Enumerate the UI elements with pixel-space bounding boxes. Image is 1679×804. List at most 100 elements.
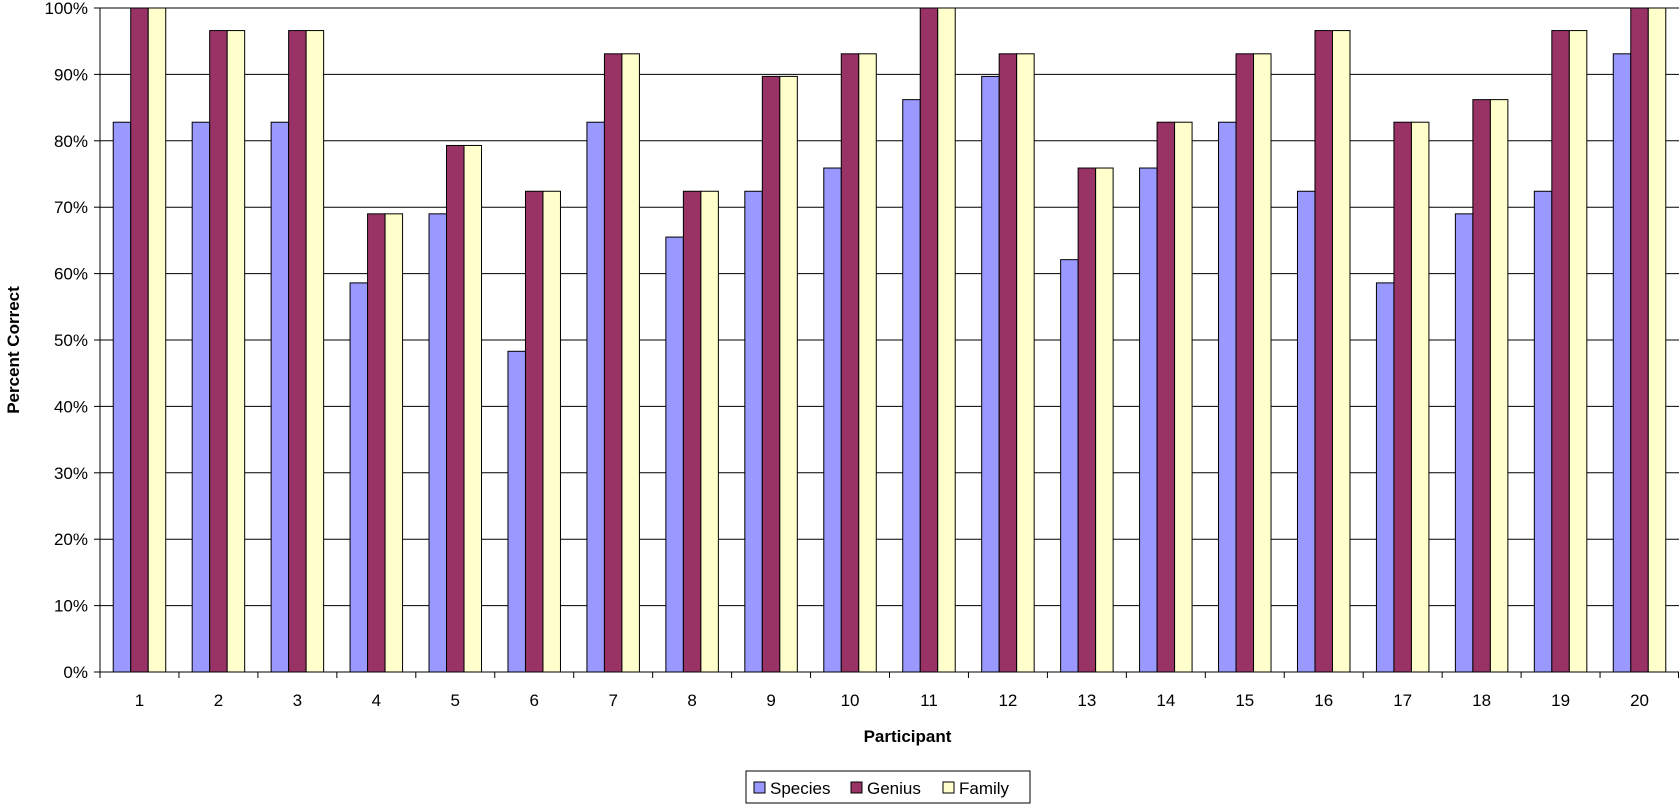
bar-family-20: [1647, 7, 1667, 673]
x-tick-label: 12: [998, 691, 1017, 710]
gridlines: [100, 7, 1679, 673]
bar-family-3: [305, 30, 325, 673]
bar-species-16: [1296, 190, 1316, 673]
bar-family-9: [779, 75, 798, 673]
bar-family-14: [1174, 121, 1193, 673]
bars: [112, 7, 1667, 673]
x-axis-title: Participant: [864, 727, 952, 746]
bar-genius-1: [130, 7, 149, 673]
bar-species-10: [823, 167, 842, 673]
bar-species-17: [1375, 282, 1395, 673]
y-tick-label: 80%: [54, 132, 88, 151]
bar-species-3: [270, 121, 290, 673]
bar-genius-7: [603, 53, 623, 673]
bar-genius-17: [1393, 121, 1412, 673]
legend-swatch-family: [942, 781, 955, 794]
bar-family-19: [1568, 30, 1588, 673]
bar-family-16: [1331, 30, 1351, 673]
bar-genius-19: [1551, 30, 1570, 673]
bar-genius-16: [1314, 30, 1333, 673]
bar-family-7: [621, 53, 640, 673]
bar-family-4: [384, 213, 404, 673]
y-tick-label: 90%: [54, 65, 88, 84]
bar-family-15: [1253, 53, 1272, 673]
bar-genius-6: [524, 190, 544, 673]
x-tick-label: 16: [1314, 691, 1333, 710]
legend-swatch-species: [753, 781, 766, 794]
y-tick-label: 0%: [63, 663, 88, 682]
x-tick-label: 17: [1393, 691, 1412, 710]
bar-species-2: [191, 121, 211, 673]
bar-species-9: [744, 190, 763, 673]
bar-species-12: [981, 75, 1000, 673]
bar-family-17: [1410, 121, 1430, 673]
x-tick-label: 7: [608, 691, 617, 710]
bar-genius-4: [367, 213, 386, 673]
bar-genius-18: [1472, 99, 1491, 673]
bar-family-13: [1095, 167, 1114, 673]
y-tick-label: 60%: [54, 265, 88, 284]
bar-genius-3: [288, 30, 307, 673]
bar-species-7: [586, 121, 605, 673]
bar-family-18: [1489, 99, 1509, 673]
x-tick-label: 13: [1077, 691, 1096, 710]
x-tick-label: 19: [1551, 691, 1570, 710]
x-tick-label: 1: [135, 691, 144, 710]
bar-genius-11: [919, 7, 939, 673]
bar-family-5: [463, 144, 483, 673]
bar-family-6: [542, 190, 561, 673]
bar-genius-15: [1235, 53, 1255, 673]
axes: 0%10%20%30%40%50%60%70%80%90%100%1 2 3 4 5 6 7…: [45, 0, 1679, 710]
x-tick-label: 8: [687, 691, 696, 710]
x-tick-label: 10: [841, 691, 860, 710]
x-tick-label: 4: [372, 691, 381, 710]
bar-genius-12: [998, 53, 1018, 673]
y-tick-label: 50%: [54, 331, 88, 350]
bar-genius-14: [1156, 121, 1176, 673]
bar-family-11: [937, 7, 956, 673]
x-tick-label: 20: [1630, 691, 1649, 710]
bar-family-1: [147, 7, 167, 673]
bar-species-4: [349, 282, 369, 673]
legend-box: [745, 770, 1031, 804]
bar-species-11: [902, 99, 921, 673]
y-tick-label: 70%: [54, 198, 88, 217]
y-axis-title: Percent Correct: [4, 286, 23, 414]
bar-species-18: [1454, 213, 1474, 673]
bar-family-2: [226, 30, 246, 673]
x-tick-label: 2: [214, 691, 223, 710]
bar-species-19: [1533, 190, 1553, 673]
bar-species-1: [112, 121, 132, 673]
legend-label-genius: Genius: [867, 779, 921, 798]
bar-family-10: [858, 53, 877, 673]
bar-genius-13: [1077, 167, 1097, 673]
x-tick-label: 15: [1235, 691, 1254, 710]
bar-species-15: [1218, 121, 1237, 673]
x-tick-label: 14: [1156, 691, 1175, 710]
x-tick-label: 18: [1472, 691, 1491, 710]
y-tick-label: 40%: [54, 397, 88, 416]
bar-genius-2: [209, 30, 228, 673]
y-tick-label: 10%: [54, 597, 88, 616]
y-tick-label: 20%: [54, 530, 88, 549]
legend: Species Genius Family: [745, 770, 1031, 804]
bar-genius-9: [761, 75, 781, 673]
legend-label-species: Species: [770, 779, 830, 798]
bar-species-6: [507, 350, 526, 673]
bar-genius-5: [446, 144, 465, 673]
bar-family-12: [1016, 53, 1035, 673]
x-tick-label: 6: [529, 691, 538, 710]
bar-genius-20: [1630, 7, 1649, 673]
bar-genius-8: [682, 190, 702, 673]
x-tick-label: 5: [451, 691, 460, 710]
legend-label-family: Family: [959, 779, 1010, 798]
bar-species-8: [665, 236, 684, 673]
bar-species-5: [428, 213, 448, 673]
bar-species-13: [1060, 259, 1079, 673]
bar-species-14: [1139, 167, 1158, 673]
bar-genius-10: [840, 53, 860, 673]
bar-species-20: [1612, 53, 1632, 673]
x-tick-label: 9: [766, 691, 775, 710]
